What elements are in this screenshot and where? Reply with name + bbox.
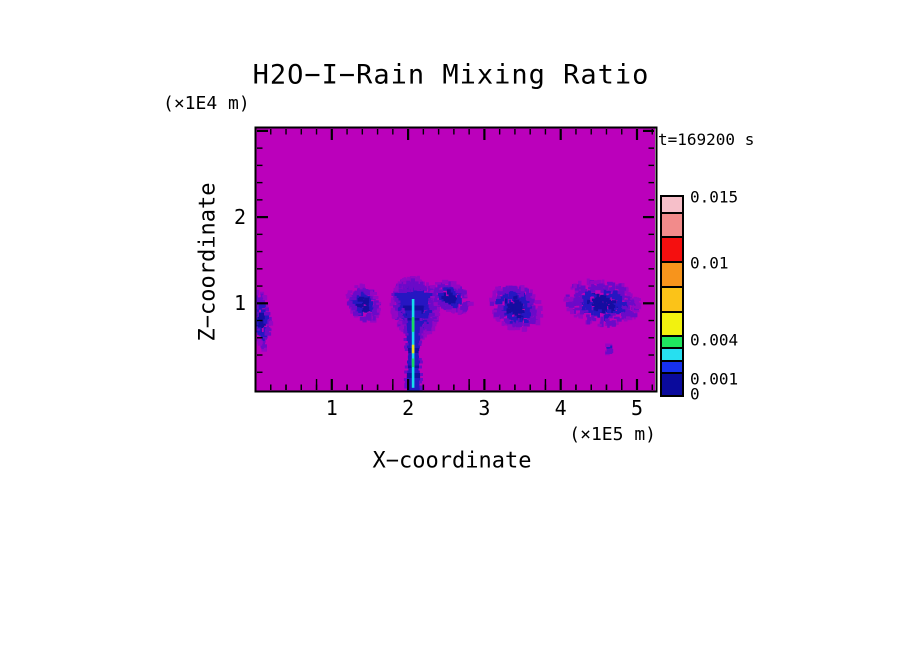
plot-border	[254, 126, 658, 393]
z-axis-unit-label: (×1E4 m)	[163, 93, 250, 114]
axis-ticks	[257, 129, 654, 390]
x-tick-label-2: 2	[402, 396, 415, 420]
column-core-segment	[411, 358, 415, 368]
x-axis-title: X−coordinate	[372, 448, 532, 474]
timestamp-label: t=169200 s	[658, 130, 755, 149]
x-axis-unit-label: (×1E5 m)	[569, 424, 656, 445]
colorbar-label-0.015: 0.015	[690, 187, 739, 207]
x-tick-label-4: 4	[554, 396, 567, 420]
speck-small	[605, 343, 614, 356]
x-tick-label-5: 5	[630, 396, 644, 420]
cell-5	[563, 278, 642, 328]
chart-title: H2O−I−Rain Mixing Ratio	[252, 59, 650, 91]
colorbar-segment	[660, 335, 684, 349]
colorbar-segment	[660, 195, 684, 214]
cell-2	[345, 283, 382, 323]
colorbar-segment	[660, 212, 684, 238]
colorbar-segment	[660, 261, 684, 288]
colorbar-segment	[660, 372, 684, 397]
colorbar-segment	[660, 286, 684, 313]
downdraft-column	[391, 293, 436, 391]
colorbar-label-0.004: 0.004	[690, 330, 739, 350]
z-tick-label-1: 1	[233, 291, 246, 316]
mixing-ratio-field	[256, 128, 655, 391]
column-core-segment	[411, 299, 415, 388]
x-tick-label-1: 1	[325, 396, 338, 420]
colorbar-segment	[660, 311, 684, 337]
cell-4	[489, 285, 544, 332]
column-core-segment	[411, 317, 415, 332]
colorbar-segment	[660, 347, 684, 362]
colorbar-label-0.01: 0.01	[690, 253, 729, 273]
colorbar-label-0.001: 0.001	[690, 369, 739, 389]
column-core-segment	[411, 344, 415, 354]
colorbar-label-0: 0	[690, 384, 700, 404]
colorbar-segment	[660, 236, 684, 263]
colorbar	[660, 195, 684, 397]
z-axis-title: Z−coordinate	[195, 182, 221, 342]
colorbar-segment	[660, 360, 684, 374]
x-tick-label-3: 3	[478, 396, 491, 420]
z-tick-label-2: 2	[233, 205, 246, 230]
